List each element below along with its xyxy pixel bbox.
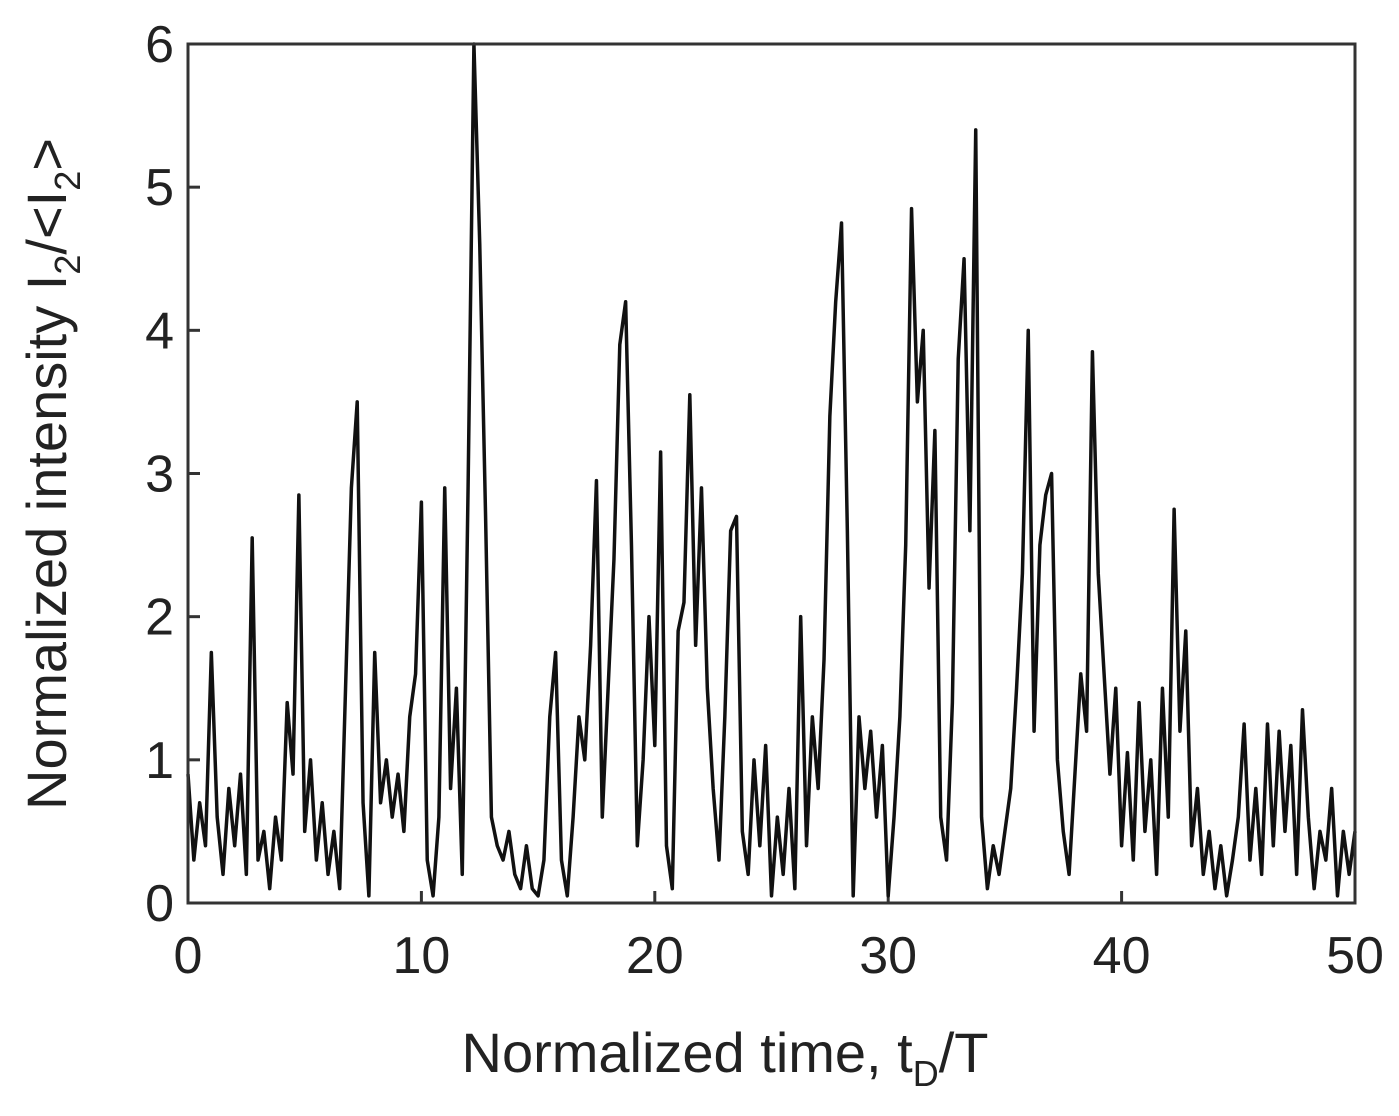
x-tick-label: 50 [1326,927,1384,985]
y-tick-label: 5 [145,159,174,217]
y-label-sub: 2 [47,171,88,191]
plot-frame [186,42,1357,905]
x-tick-label: 0 [174,927,203,985]
data-line [186,42,1357,898]
y-label-text: /<I [15,191,78,255]
y-tick-label: 3 [145,446,174,504]
y-label-text: > [15,138,78,171]
y-tick-label: 6 [145,16,174,74]
x-label-text: Normalized time, t [462,1021,914,1084]
y-tick-label: 0 [145,875,174,933]
x-tick-label: 40 [1093,927,1151,985]
x-tick-label: 30 [859,927,917,985]
y-label-sub: 2 [47,255,88,275]
x-axis-label: Normalized time, tD/T [462,1021,989,1094]
y-tick-label: 4 [145,302,174,360]
y-axis-label: Normalized intensity I2/<I2> [15,138,88,810]
y-tick-label: 1 [145,732,174,790]
y-tick-label: 2 [145,589,174,647]
x-tick-label: 10 [392,927,450,985]
x-tick-label: 20 [626,927,684,985]
x-label-sub: D [913,1053,939,1094]
y-label-text: Normalized intensity I [15,275,78,810]
x-label-text: /T [939,1021,989,1084]
